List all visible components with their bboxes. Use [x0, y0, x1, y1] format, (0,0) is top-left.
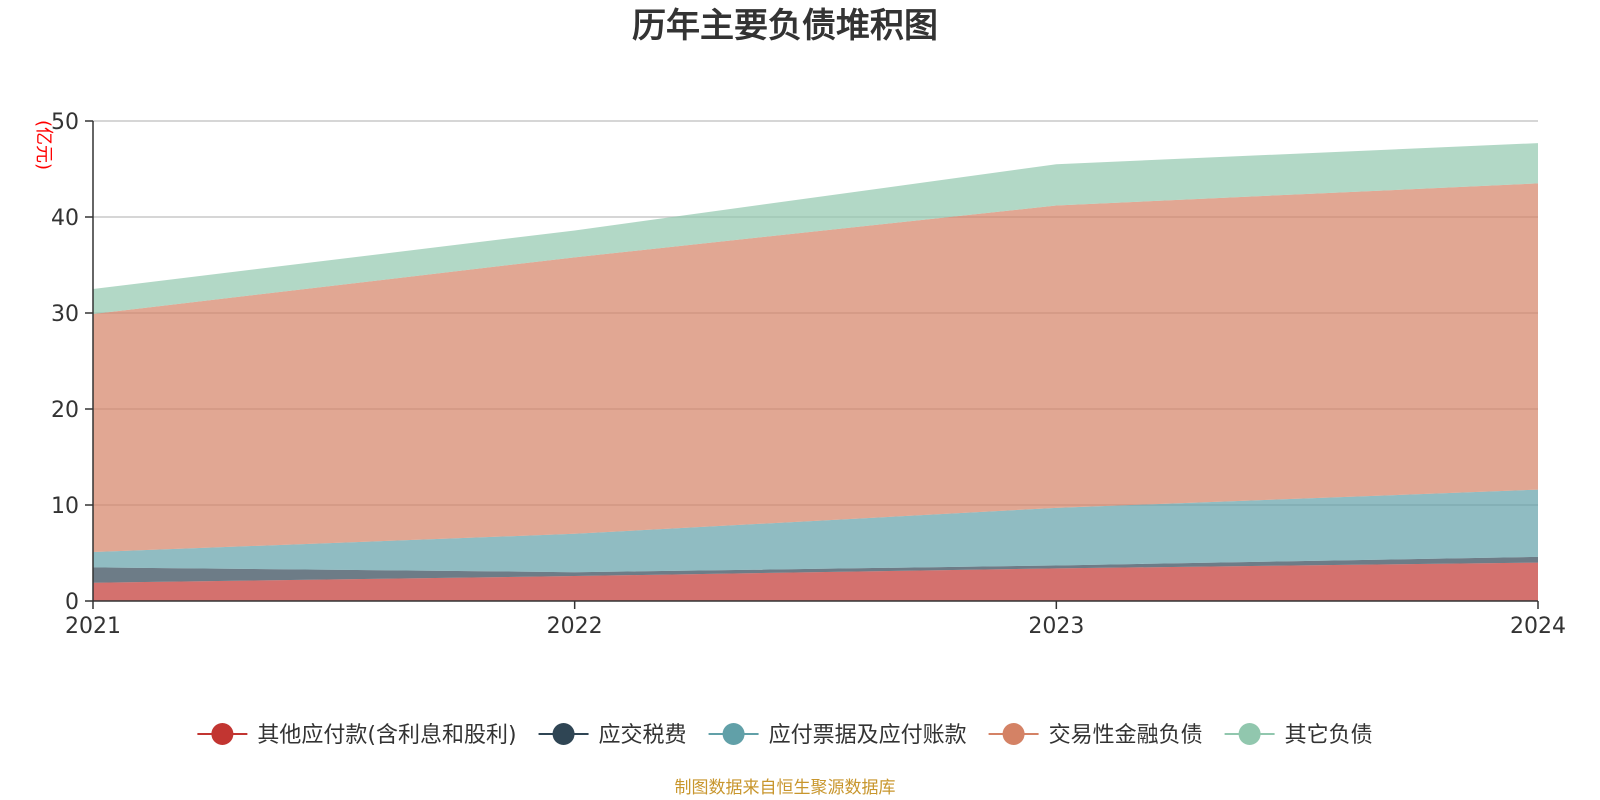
y-axis-unit-label: (亿元)	[33, 120, 54, 170]
legend-item-1[interactable]: 应交税费	[538, 723, 687, 748]
legend-label-3: 交易性金融负债	[1049, 723, 1203, 748]
area-series-0	[93, 562, 1538, 601]
y-tick-label-50: 50	[51, 110, 79, 135]
area-series-2	[93, 489, 1538, 573]
area-series-3	[93, 183, 1538, 553]
legend-label-1: 应交税费	[599, 723, 687, 748]
chart-title: 历年主要负债堆积图	[632, 6, 938, 46]
axes: 0 10 20 30 40 50 2021 2022 2023 2024	[51, 110, 1566, 639]
legend-marker-3	[1002, 723, 1025, 745]
legend-label-4: 其它负债	[1285, 723, 1373, 748]
legend-marker-4	[1238, 723, 1261, 745]
legend-label-0: 其他应付款(含利息和股利)	[257, 723, 516, 748]
area-series-1	[93, 556, 1538, 583]
legend-item-2[interactable]: 应付票据及应付账款	[708, 723, 967, 748]
legend-marker-1	[552, 723, 575, 745]
area-series-4	[93, 143, 1538, 314]
y-tick-label-0: 0	[65, 590, 79, 615]
y-tick-label-30: 30	[51, 302, 79, 327]
x-tick-label-2021: 2021	[65, 614, 121, 639]
legend: 其他应付款(含利息和股利) 应交税费 应付票据及应付账款 交易性金融负债 其它负债	[197, 723, 1373, 748]
legend-marker-0	[211, 723, 234, 745]
legend-item-4[interactable]: 其它负债	[1224, 723, 1373, 748]
x-tick-label-2024: 2024	[1510, 614, 1566, 639]
legend-marker-2	[722, 723, 745, 745]
stacked-areas	[93, 143, 1538, 601]
legend-item-3[interactable]: 交易性金融负债	[988, 723, 1203, 748]
data-source-note: 制图数据来自恒生聚源数据库	[675, 778, 896, 798]
legend-item-0[interactable]: 其他应付款(含利息和股利)	[197, 723, 517, 748]
y-tick-label-10: 10	[51, 494, 79, 519]
x-tick-label-2022: 2022	[547, 614, 603, 639]
legend-label-2: 应付票据及应付账款	[769, 723, 967, 748]
y-tick-label-20: 20	[51, 398, 79, 423]
x-tick-label-2023: 2023	[1028, 614, 1084, 639]
y-tick-label-40: 40	[51, 206, 79, 231]
